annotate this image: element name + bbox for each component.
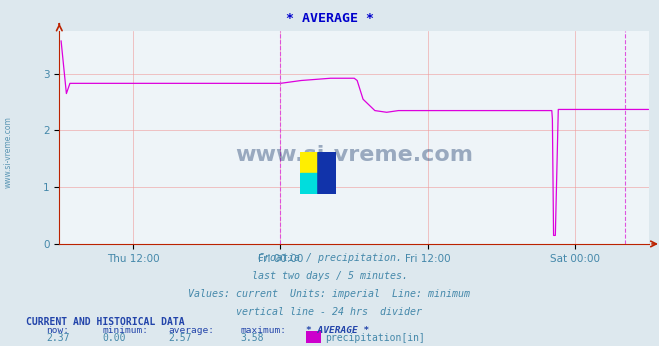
Text: www.si-vreme.com: www.si-vreme.com: [235, 145, 473, 165]
Text: average:: average:: [168, 326, 214, 335]
Text: 0.00: 0.00: [102, 333, 126, 343]
Text: * AVERAGE *: * AVERAGE *: [306, 326, 370, 335]
Text: vertical line - 24 hrs  divider: vertical line - 24 hrs divider: [237, 307, 422, 317]
Text: maximum:: maximum:: [241, 326, 287, 335]
Text: minimum:: minimum:: [102, 326, 148, 335]
Text: www.si-vreme.com: www.si-vreme.com: [3, 116, 13, 188]
Text: Values: current  Units: imperial  Line: minimum: Values: current Units: imperial Line: mi…: [188, 289, 471, 299]
Text: * AVERAGE *: * AVERAGE *: [285, 12, 374, 25]
Text: Croatia / precipitation.: Croatia / precipitation.: [258, 253, 401, 263]
Text: precipitation[in]: precipitation[in]: [325, 333, 425, 343]
Text: 3.58: 3.58: [241, 333, 264, 343]
Text: last two days / 5 minutes.: last two days / 5 minutes.: [252, 271, 407, 281]
Bar: [300, 152, 318, 173]
Polygon shape: [318, 152, 336, 194]
Text: now:: now:: [46, 326, 69, 335]
Text: 2.57: 2.57: [168, 333, 192, 343]
Bar: [300, 173, 318, 194]
Text: 2.37: 2.37: [46, 333, 70, 343]
Text: CURRENT AND HISTORICAL DATA: CURRENT AND HISTORICAL DATA: [26, 317, 185, 327]
Polygon shape: [318, 152, 336, 194]
Bar: [318, 152, 336, 194]
